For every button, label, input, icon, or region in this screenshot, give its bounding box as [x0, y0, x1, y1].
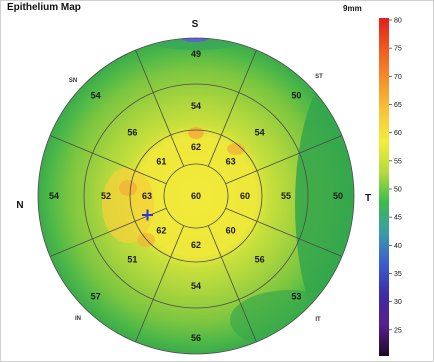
map-scale-label: 9mm — [343, 4, 362, 13]
color-scale-tick-label: 40 — [394, 243, 402, 250]
color-scale-tick-label: 55 — [394, 158, 402, 165]
color-scale-tick-label: 25 — [394, 327, 402, 334]
color-scale-gradient — [379, 18, 389, 356]
color-scale-tick-label: 35 — [394, 271, 402, 278]
color-scale-tick-label: 60 — [394, 130, 402, 137]
map-title: Epithelium Map — [7, 2, 81, 13]
color-scale-tick-label: 50 — [394, 187, 402, 194]
color-scale-tick-label: 65 — [394, 102, 402, 109]
color-scale-tick-label: 75 — [394, 46, 402, 53]
color-scale-tick-label: 80 — [394, 18, 402, 25]
color-scale-ticks: 80 75 70 65 60 55 50 45 40 35 30 25 — [389, 18, 402, 335]
color-scale-tick-label: 30 — [394, 299, 402, 306]
color-scale-blocks — [379, 18, 389, 356]
color-scale-tick-label: 45 — [394, 215, 402, 222]
color-scale-tick-label: 70 — [394, 74, 402, 81]
